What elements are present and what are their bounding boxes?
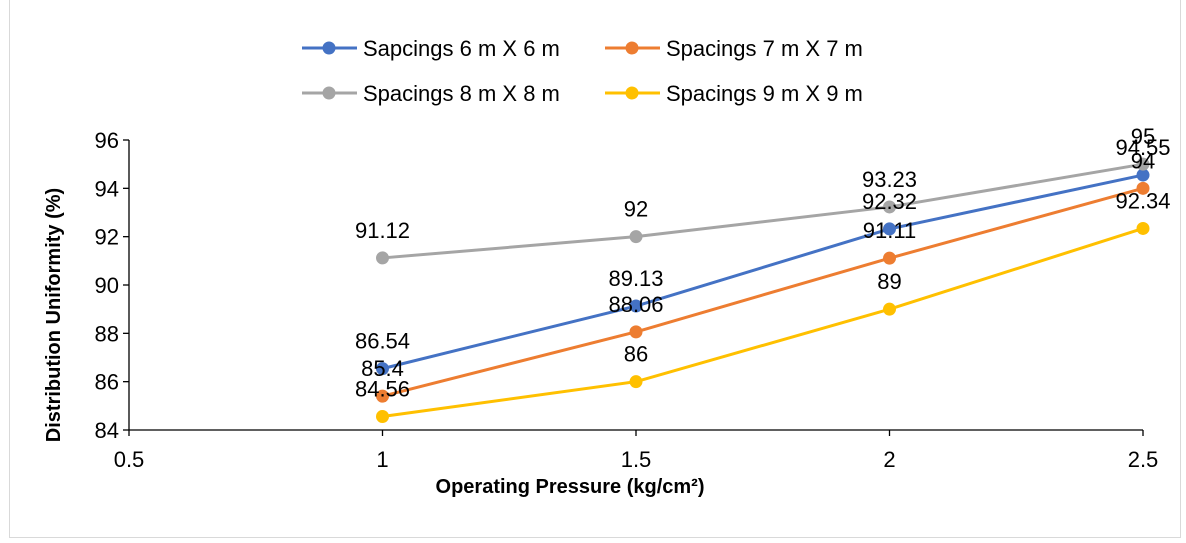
legend-swatch-marker (626, 87, 639, 100)
data-point-series-3 (630, 230, 643, 243)
data-point-series-2 (630, 325, 643, 338)
y-axis-title: Distribution Uniformity (%) (43, 188, 65, 442)
series-line-1 (383, 175, 1144, 369)
y-tick-label: 84 (95, 418, 119, 443)
data-label-series-2: 91.11 (863, 218, 916, 243)
x-axis-title: Operating Pressure (kg/cm²) (436, 476, 705, 498)
legend-label: Spacings 8 m X 8 m (363, 81, 560, 106)
data-label-series-3: 91.12 (355, 218, 410, 243)
y-tick-label: 88 (95, 321, 119, 346)
data-label-series-1: 92.32 (862, 189, 917, 214)
x-tick-label: 2 (883, 447, 895, 472)
data-label-series-3: 92 (624, 197, 648, 222)
data-point-series-3 (376, 251, 389, 264)
data-label-series-2: 88.06 (608, 292, 663, 317)
series-line-3 (383, 164, 1144, 258)
legend-label: Spacings 7 m X 7 m (666, 36, 863, 61)
data-point-series-4 (883, 303, 896, 316)
legend-swatch-marker (323, 42, 336, 55)
y-tick-label: 96 (95, 128, 119, 153)
legend-label: Sapcings 6 m X 6 m (363, 36, 560, 61)
y-tick-label: 92 (95, 225, 119, 250)
legend-swatch-marker (626, 42, 639, 55)
legend-swatch-marker (323, 87, 336, 100)
series-line-2 (383, 188, 1144, 396)
data-label-series-2: 85.4 (361, 356, 404, 381)
y-tick-label: 94 (95, 176, 119, 201)
y-tick-label: 90 (95, 273, 119, 298)
data-label-series-4: 86 (624, 342, 648, 367)
data-point-series-4 (1137, 222, 1150, 235)
x-tick-label: 1 (376, 447, 388, 472)
data-label-series-1: 89.13 (608, 266, 663, 291)
series-lines (383, 164, 1144, 416)
series-line-4 (383, 228, 1144, 416)
data-label-series-4: 89 (877, 269, 901, 294)
legend: Sapcings 6 m X 6 m Spacings 7 m X 7 m Spac… (302, 36, 863, 106)
data-label-series-1: 86.54 (355, 329, 410, 354)
data-labels: 84.56868992.3485.488.0691.119486.5489.13… (355, 124, 1171, 401)
data-point-series-4 (630, 375, 643, 388)
x-tick-label: 2.5 (1128, 447, 1159, 472)
data-label-series-3: 93.23 (862, 167, 917, 192)
data-point-series-2 (883, 252, 896, 265)
x-tick-label: 0.5 (114, 447, 145, 472)
y-tick-label: 86 (95, 370, 119, 395)
legend-label: Spacings 9 m X 9 m (666, 81, 863, 106)
data-label-series-3: 95 (1131, 124, 1155, 149)
data-point-series-4 (376, 410, 389, 423)
data-label-series-4: 92.34 (1115, 188, 1170, 213)
x-tick-label: 1.5 (621, 447, 652, 472)
